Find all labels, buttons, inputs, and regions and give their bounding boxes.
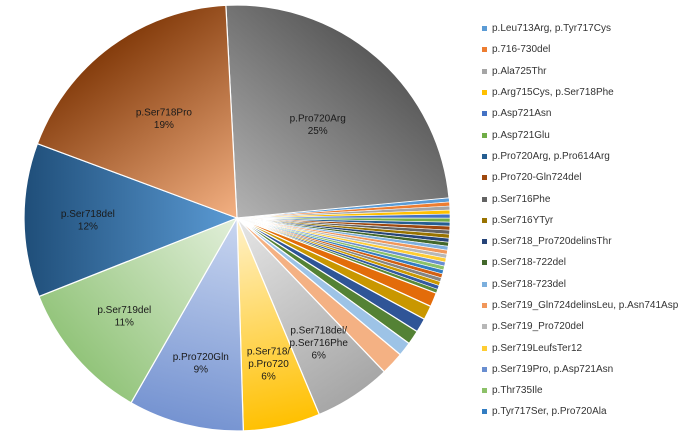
legend-item: p.Ala725Thr [482, 61, 682, 82]
legend-label: p.Asp721Asn [492, 108, 552, 120]
legend-item: p.Ser719_Pro720del [482, 316, 682, 337]
legend: p.Leu713Arg, p.Tyr717Cys p.716-730del p.Al… [482, 18, 682, 423]
legend-item: p.Ser719Pro, p.Asp721Asn [482, 359, 682, 380]
legend-item: p.Tyr717Ser, p.Pro720Ala [482, 401, 682, 422]
legend-label: p.Arg715Cys, p.Ser718Phe [492, 87, 614, 99]
slice-label: p.Pro720Arg 25% [290, 114, 346, 138]
legend-item: p.Pro720Arg, p.Pro614Arg [482, 146, 682, 167]
legend-label: p.Ser719_Pro720del [492, 321, 584, 333]
legend-swatch [482, 217, 487, 223]
slice-label: p.Ser718/p.Pro720 6% [247, 347, 291, 383]
legend-item: p.Arg715Cys, p.Ser718Phe [482, 82, 682, 103]
legend-label: p.Pro720Arg, p.Pro614Arg [492, 150, 610, 162]
slice-label: p.Ser718del/p.Ser716Phe 6% [290, 326, 349, 362]
legend-swatch [482, 409, 487, 415]
legend-label: p.Tyr717Ser, p.Pro720Ala [492, 406, 607, 418]
legend-item: p.716-730del [482, 39, 682, 60]
slice-p-pro720arg [225, 4, 450, 219]
slice-label: p.Ser718del 12% [61, 209, 115, 233]
legend-swatch [482, 111, 487, 117]
legend-swatch [482, 132, 487, 138]
legend-swatch [482, 303, 487, 308]
pie-slices [23, 4, 451, 432]
legend-swatch [482, 26, 487, 32]
slice-p-ser718pro [36, 4, 238, 219]
legend-item: p.Ser718-722del [482, 252, 682, 273]
legend-swatch [482, 175, 487, 181]
legend-swatch [482, 196, 487, 202]
legend-swatch [482, 68, 487, 74]
legend-label: p.Leu713Arg, p.Tyr717Cys [492, 23, 611, 35]
legend-item: p.Ser719LeufsTer12 [482, 337, 682, 358]
legend-swatch [482, 47, 487, 53]
slice-label: p.Pro720Gln 9% [173, 352, 229, 376]
legend-item: p.Thr735Ile [482, 380, 682, 401]
legend-item: p.Ser716Phe [482, 188, 682, 209]
legend-label: p.Asp721Glu [492, 129, 550, 141]
legend-label: p.Ser719Pro, p.Asp721Asn [492, 363, 614, 375]
slice-p-pro720gln [130, 215, 244, 432]
slice-p-ser718del [23, 142, 239, 298]
slice-p-ser719del [38, 216, 239, 404]
legend-label: p.Ser716Phe [492, 193, 551, 205]
legend-label: p.Pro720-Gln724del [492, 172, 582, 184]
legend-label: p.Ser719_Gln724delinsLeu, p.Asn741Asp [492, 300, 679, 311]
legend-item: p.Ser716YTyr [482, 210, 682, 231]
legend-item: p.Asp721Asn [482, 103, 682, 124]
legend-item: p.Ser718_Pro720delinsThr [482, 231, 682, 252]
pie-chart: p.Pro720Arg 25%p.Ser718del/p.Ser716Phe 6%p… [23, 4, 451, 432]
legend-swatch [482, 90, 487, 96]
legend-label: p.Ser718_Pro720delinsThr [492, 236, 612, 248]
legend-swatch [482, 281, 487, 287]
legend-item: p.Leu713Arg, p.Tyr717Cys [482, 18, 682, 39]
slice-labels: p.Pro720Arg 25%p.Ser718del/p.Ser716Phe 6%p… [61, 108, 348, 383]
legend-label: p.Ser718-723del [492, 278, 566, 290]
legend-swatch [482, 153, 487, 159]
legend-swatch [482, 388, 487, 394]
legend-label: p.716-730del [492, 44, 551, 56]
slice-label: p.Ser719del 11% [97, 305, 151, 329]
legend-item: p.Ser718-723del [482, 274, 682, 295]
legend-item: p.Pro720-Gln724del [482, 167, 682, 188]
legend-swatch [482, 345, 487, 351]
legend-label: p.Ser719LeufsTer12 [492, 342, 583, 354]
legend-item: p.Ser719_Gln724delinsLeu, p.Asn741Asp [482, 295, 682, 316]
legend-swatch [482, 366, 487, 372]
slice-label: p.Ser718Pro 19% [136, 108, 193, 132]
legend-swatch [482, 239, 487, 245]
legend-item: p.Asp721Glu [482, 124, 682, 145]
legend-label: p.Ser718-722del [492, 257, 566, 269]
legend-swatch [482, 260, 487, 266]
legend-label: p.Thr735Ile [492, 385, 543, 397]
legend-swatch [482, 324, 487, 330]
legend-label: p.Ser716YTyr [492, 214, 554, 226]
legend-label: p.Ala725Thr [492, 65, 547, 77]
